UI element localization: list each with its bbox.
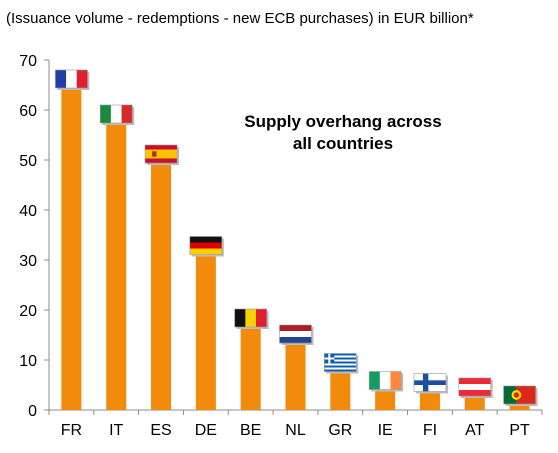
bar-es bbox=[151, 165, 172, 410]
y-tick-label: 70 bbox=[19, 53, 37, 70]
bar-nl bbox=[285, 345, 306, 410]
x-tick-label-nl: NL bbox=[285, 422, 306, 439]
bar-it bbox=[106, 125, 127, 410]
x-tick-label-de: DE bbox=[195, 422, 217, 439]
x-tick-label-fr: FR bbox=[61, 422, 82, 439]
x-tick-label-es: ES bbox=[150, 422, 171, 439]
bar-series bbox=[61, 90, 530, 410]
france-flag-icon bbox=[55, 69, 90, 90]
austria-flag-icon bbox=[458, 377, 493, 398]
finland-flag-icon bbox=[413, 373, 448, 394]
italy-flag-icon bbox=[99, 104, 135, 125]
x-tick-label-pt: PT bbox=[509, 422, 530, 439]
bar-fr bbox=[61, 90, 82, 410]
bar-de bbox=[195, 256, 216, 410]
x-tick-label-fi: FI bbox=[423, 422, 437, 439]
netherlands-flag-icon bbox=[279, 324, 314, 345]
annotation-line-2: all countries bbox=[293, 134, 393, 153]
bar-ie bbox=[375, 391, 396, 410]
x-tick-label-ie: IE bbox=[378, 422, 393, 439]
germany-flag-icon bbox=[189, 236, 224, 257]
bar-at bbox=[464, 398, 485, 410]
belgium-flag-icon bbox=[234, 308, 269, 329]
ireland-flag-icon bbox=[368, 371, 404, 392]
bar-gr bbox=[330, 373, 351, 410]
x-tick-label-be: BE bbox=[240, 422, 261, 439]
x-tick-label-at: AT bbox=[465, 422, 484, 439]
y-tick-label: 30 bbox=[19, 253, 37, 270]
x-tick-label-gr: GR bbox=[328, 422, 352, 439]
greece-flag-icon bbox=[324, 353, 359, 374]
bar-pt bbox=[509, 406, 530, 410]
x-axis bbox=[48, 409, 543, 415]
bar-fi bbox=[419, 393, 440, 410]
y-tick-label: 50 bbox=[19, 153, 37, 170]
x-tick-label-it: IT bbox=[109, 422, 123, 439]
bar-be bbox=[240, 329, 261, 410]
x-tick-labels: FR IT ES DE BE NL GR IE FI AT PT bbox=[61, 422, 530, 439]
y-tick-label: 20 bbox=[19, 303, 37, 320]
y-tick-label: 10 bbox=[19, 353, 37, 370]
spain-flag-icon bbox=[144, 144, 180, 165]
portugal-flag-icon bbox=[503, 385, 538, 406]
chart-subtitle: (Issuance volume - redemptions - new ECB… bbox=[6, 10, 474, 27]
y-axis: 0 10 20 30 40 50 60 70 bbox=[19, 53, 50, 420]
y-tick-label: 60 bbox=[19, 103, 37, 120]
flag-icons bbox=[55, 69, 538, 406]
y-tick-label: 0 bbox=[28, 403, 37, 420]
y-tick-label: 40 bbox=[19, 203, 37, 220]
annotation-line-1: Supply overhang across bbox=[244, 112, 441, 131]
